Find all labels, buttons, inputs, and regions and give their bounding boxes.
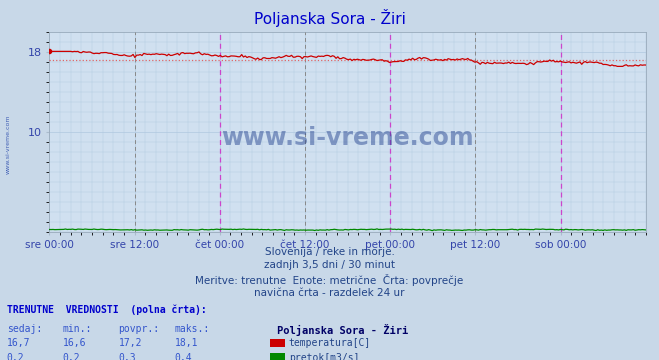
Text: 0,3: 0,3: [119, 353, 136, 360]
Text: maks.:: maks.:: [175, 324, 210, 334]
Text: 17,2: 17,2: [119, 338, 142, 348]
Text: pretok[m3/s]: pretok[m3/s]: [289, 353, 359, 360]
Text: 0,2: 0,2: [63, 353, 80, 360]
Text: temperatura[C]: temperatura[C]: [289, 338, 371, 348]
Text: zadnjh 3,5 dni / 30 minut: zadnjh 3,5 dni / 30 minut: [264, 260, 395, 270]
Text: Meritve: trenutne  Enote: metrične  Črta: povprečje: Meritve: trenutne Enote: metrične Črta: …: [195, 274, 464, 286]
Text: www.si-vreme.com: www.si-vreme.com: [221, 126, 474, 150]
Text: www.si-vreme.com: www.si-vreme.com: [5, 114, 11, 174]
Text: Slovenija / reke in morje.: Slovenija / reke in morje.: [264, 247, 395, 257]
Text: Poljanska Sora - Žiri: Poljanska Sora - Žiri: [254, 9, 405, 27]
Text: 16,7: 16,7: [7, 338, 30, 348]
Text: 0,4: 0,4: [175, 353, 192, 360]
Text: 18,1: 18,1: [175, 338, 198, 348]
Text: sedaj:: sedaj:: [7, 324, 42, 334]
Text: min.:: min.:: [63, 324, 92, 334]
Text: 0,2: 0,2: [7, 353, 24, 360]
Text: 16,6: 16,6: [63, 338, 86, 348]
Text: povpr.:: povpr.:: [119, 324, 159, 334]
Text: Poljanska Sora - Žiri: Poljanska Sora - Žiri: [277, 324, 408, 336]
Text: navična črta - razdelek 24 ur: navična črta - razdelek 24 ur: [254, 288, 405, 298]
Text: TRENUTNE  VREDNOSTI  (polna črta):: TRENUTNE VREDNOSTI (polna črta):: [7, 304, 206, 315]
